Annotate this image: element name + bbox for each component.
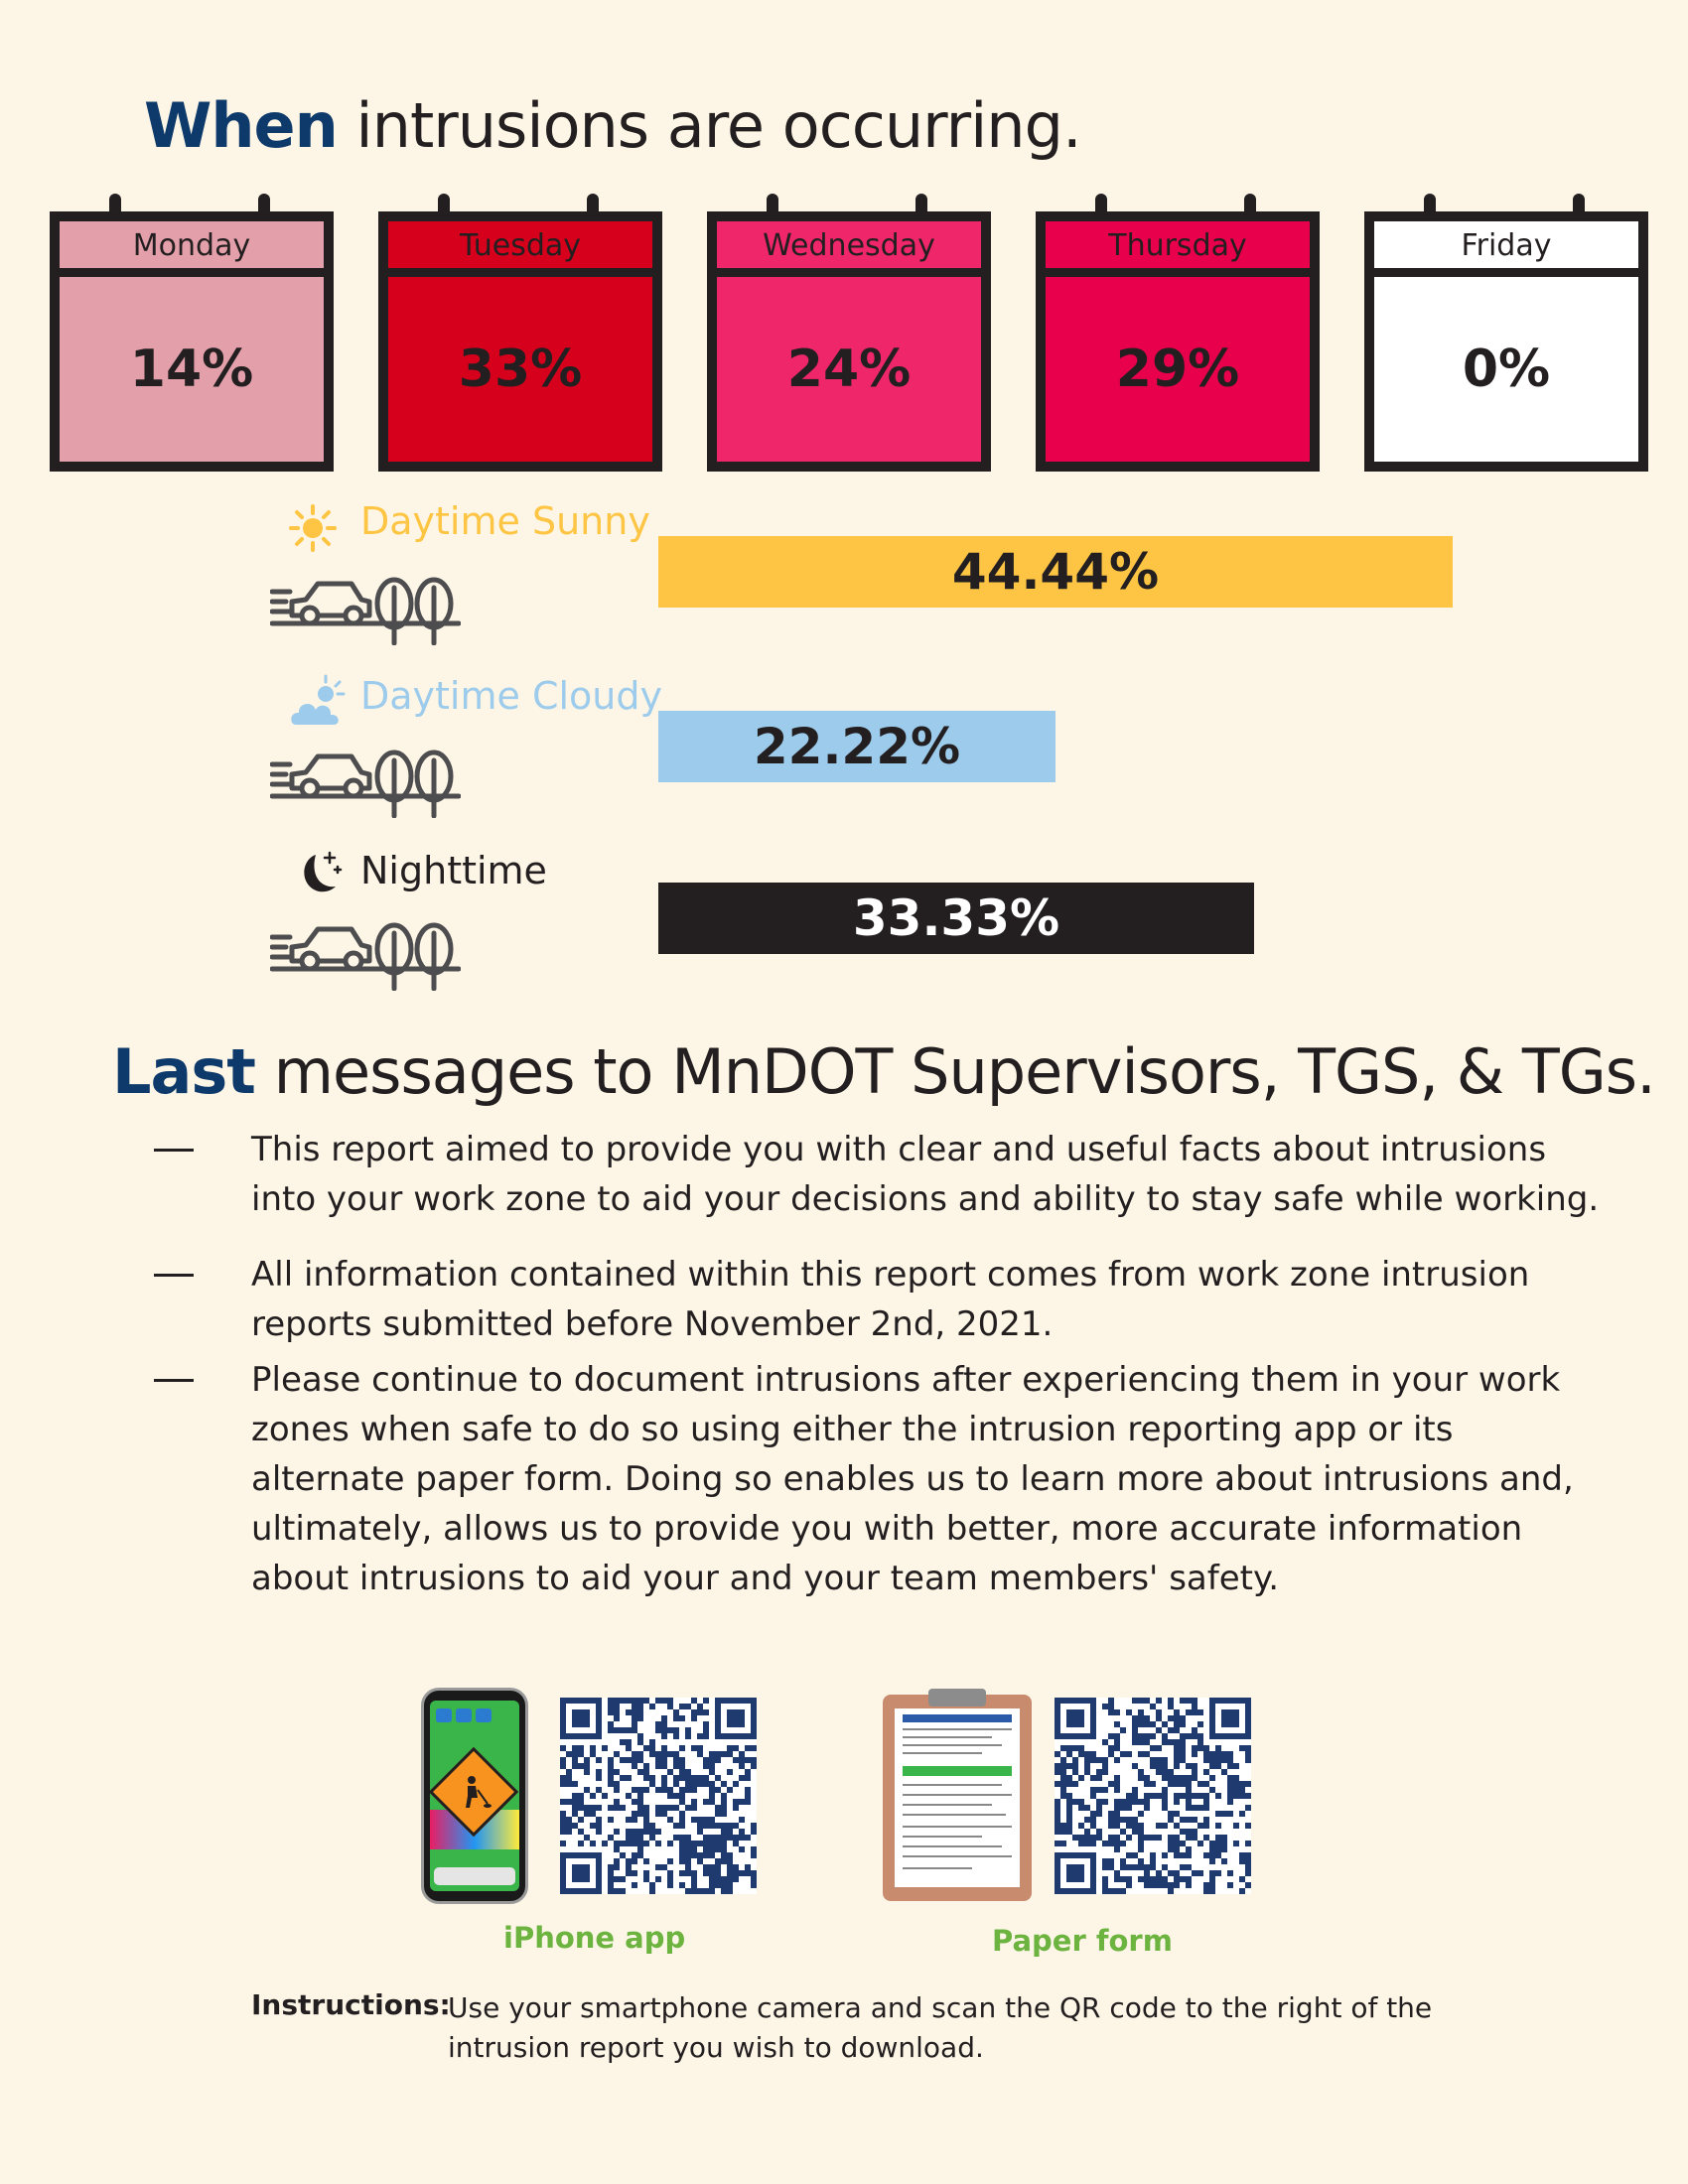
calendar-wednesday: Wednesday 24% [707, 194, 991, 472]
condition-value: 44.44% [951, 543, 1160, 601]
paper-form-clipboard-image [883, 1689, 1032, 1901]
calendar-day-value: 29% [1046, 277, 1310, 462]
instructions-label: Instructions: [251, 1988, 451, 2021]
condition-label-night: Nighttime [360, 849, 547, 892]
calendar-tuesday: Tuesday 33% [378, 194, 662, 472]
qr-code-iphone-app[interactable] [560, 1698, 757, 1894]
car-trees-icon [270, 922, 461, 991]
qr-code-paper-form[interactable] [1055, 1698, 1251, 1894]
condition-value: 22.22% [753, 718, 961, 775]
instructions-text: Use your smartphone camera and scan the … [448, 1991, 1433, 2064]
bullet-text: This report aimed to provide you with cl… [251, 1130, 1600, 1219]
when-heading-strong: When [144, 89, 339, 162]
calendar-day-value: 0% [1374, 277, 1638, 462]
bullet-dash [154, 1379, 194, 1382]
paper-form-caption: Paper form [992, 1924, 1173, 1958]
calendar-day-value: 33% [388, 277, 652, 462]
moon-icon [304, 851, 343, 892]
bullet-text: Please continue to document intrusions a… [251, 1360, 1574, 1598]
bullet-text: All information contained within this re… [251, 1255, 1530, 1344]
sun-icon [289, 504, 337, 552]
calendar-day-label: Wednesday [717, 221, 981, 277]
car-trees-icon [270, 750, 461, 818]
phone-screen [430, 1701, 519, 1891]
calendar-day-label: Thursday [1046, 221, 1310, 277]
car-trees-icon [270, 577, 461, 645]
calendar-friday: Friday 0% [1364, 194, 1648, 472]
last-heading-rest: messages to MnDOT Supervisors, TGS, & TG… [254, 1035, 1656, 1108]
condition-bar-night: 33.33% [658, 883, 1254, 954]
calendar-day-value: 24% [717, 277, 981, 462]
condition-bar-sunny: 44.44% [658, 536, 1453, 608]
condition-bar-cloudy: 22.22% [658, 711, 1055, 782]
calendar-day-value: 14% [60, 277, 324, 462]
condition-label-cloudy: Daytime Cloudy [360, 674, 662, 718]
bullet-dash [154, 1149, 194, 1152]
condition-value: 33.33% [852, 889, 1060, 947]
paper-form-sheet [895, 1708, 1020, 1887]
calendar-monday: Monday 14% [50, 194, 334, 472]
condition-label-sunny: Daytime Sunny [360, 499, 650, 543]
bullet-dash [154, 1274, 194, 1277]
calendar-day-label: Tuesday [388, 221, 652, 277]
calendar-day-label: Friday [1374, 221, 1638, 277]
when-heading-rest: intrusions are occurring. [337, 89, 1081, 162]
iphone-image [421, 1688, 528, 1904]
calendar-day-label: Monday [60, 221, 324, 277]
iphone-app-caption: iPhone app [503, 1921, 686, 1955]
last-heading-strong: Last [112, 1035, 256, 1108]
calendar-thursday: Thursday 29% [1036, 194, 1320, 472]
when-heading: When intrusions are occurring. [144, 89, 1082, 162]
last-heading: Last messages to MnDOT Supervisors, TGS,… [112, 1035, 1656, 1108]
cloud-sun-icon [289, 674, 346, 727]
